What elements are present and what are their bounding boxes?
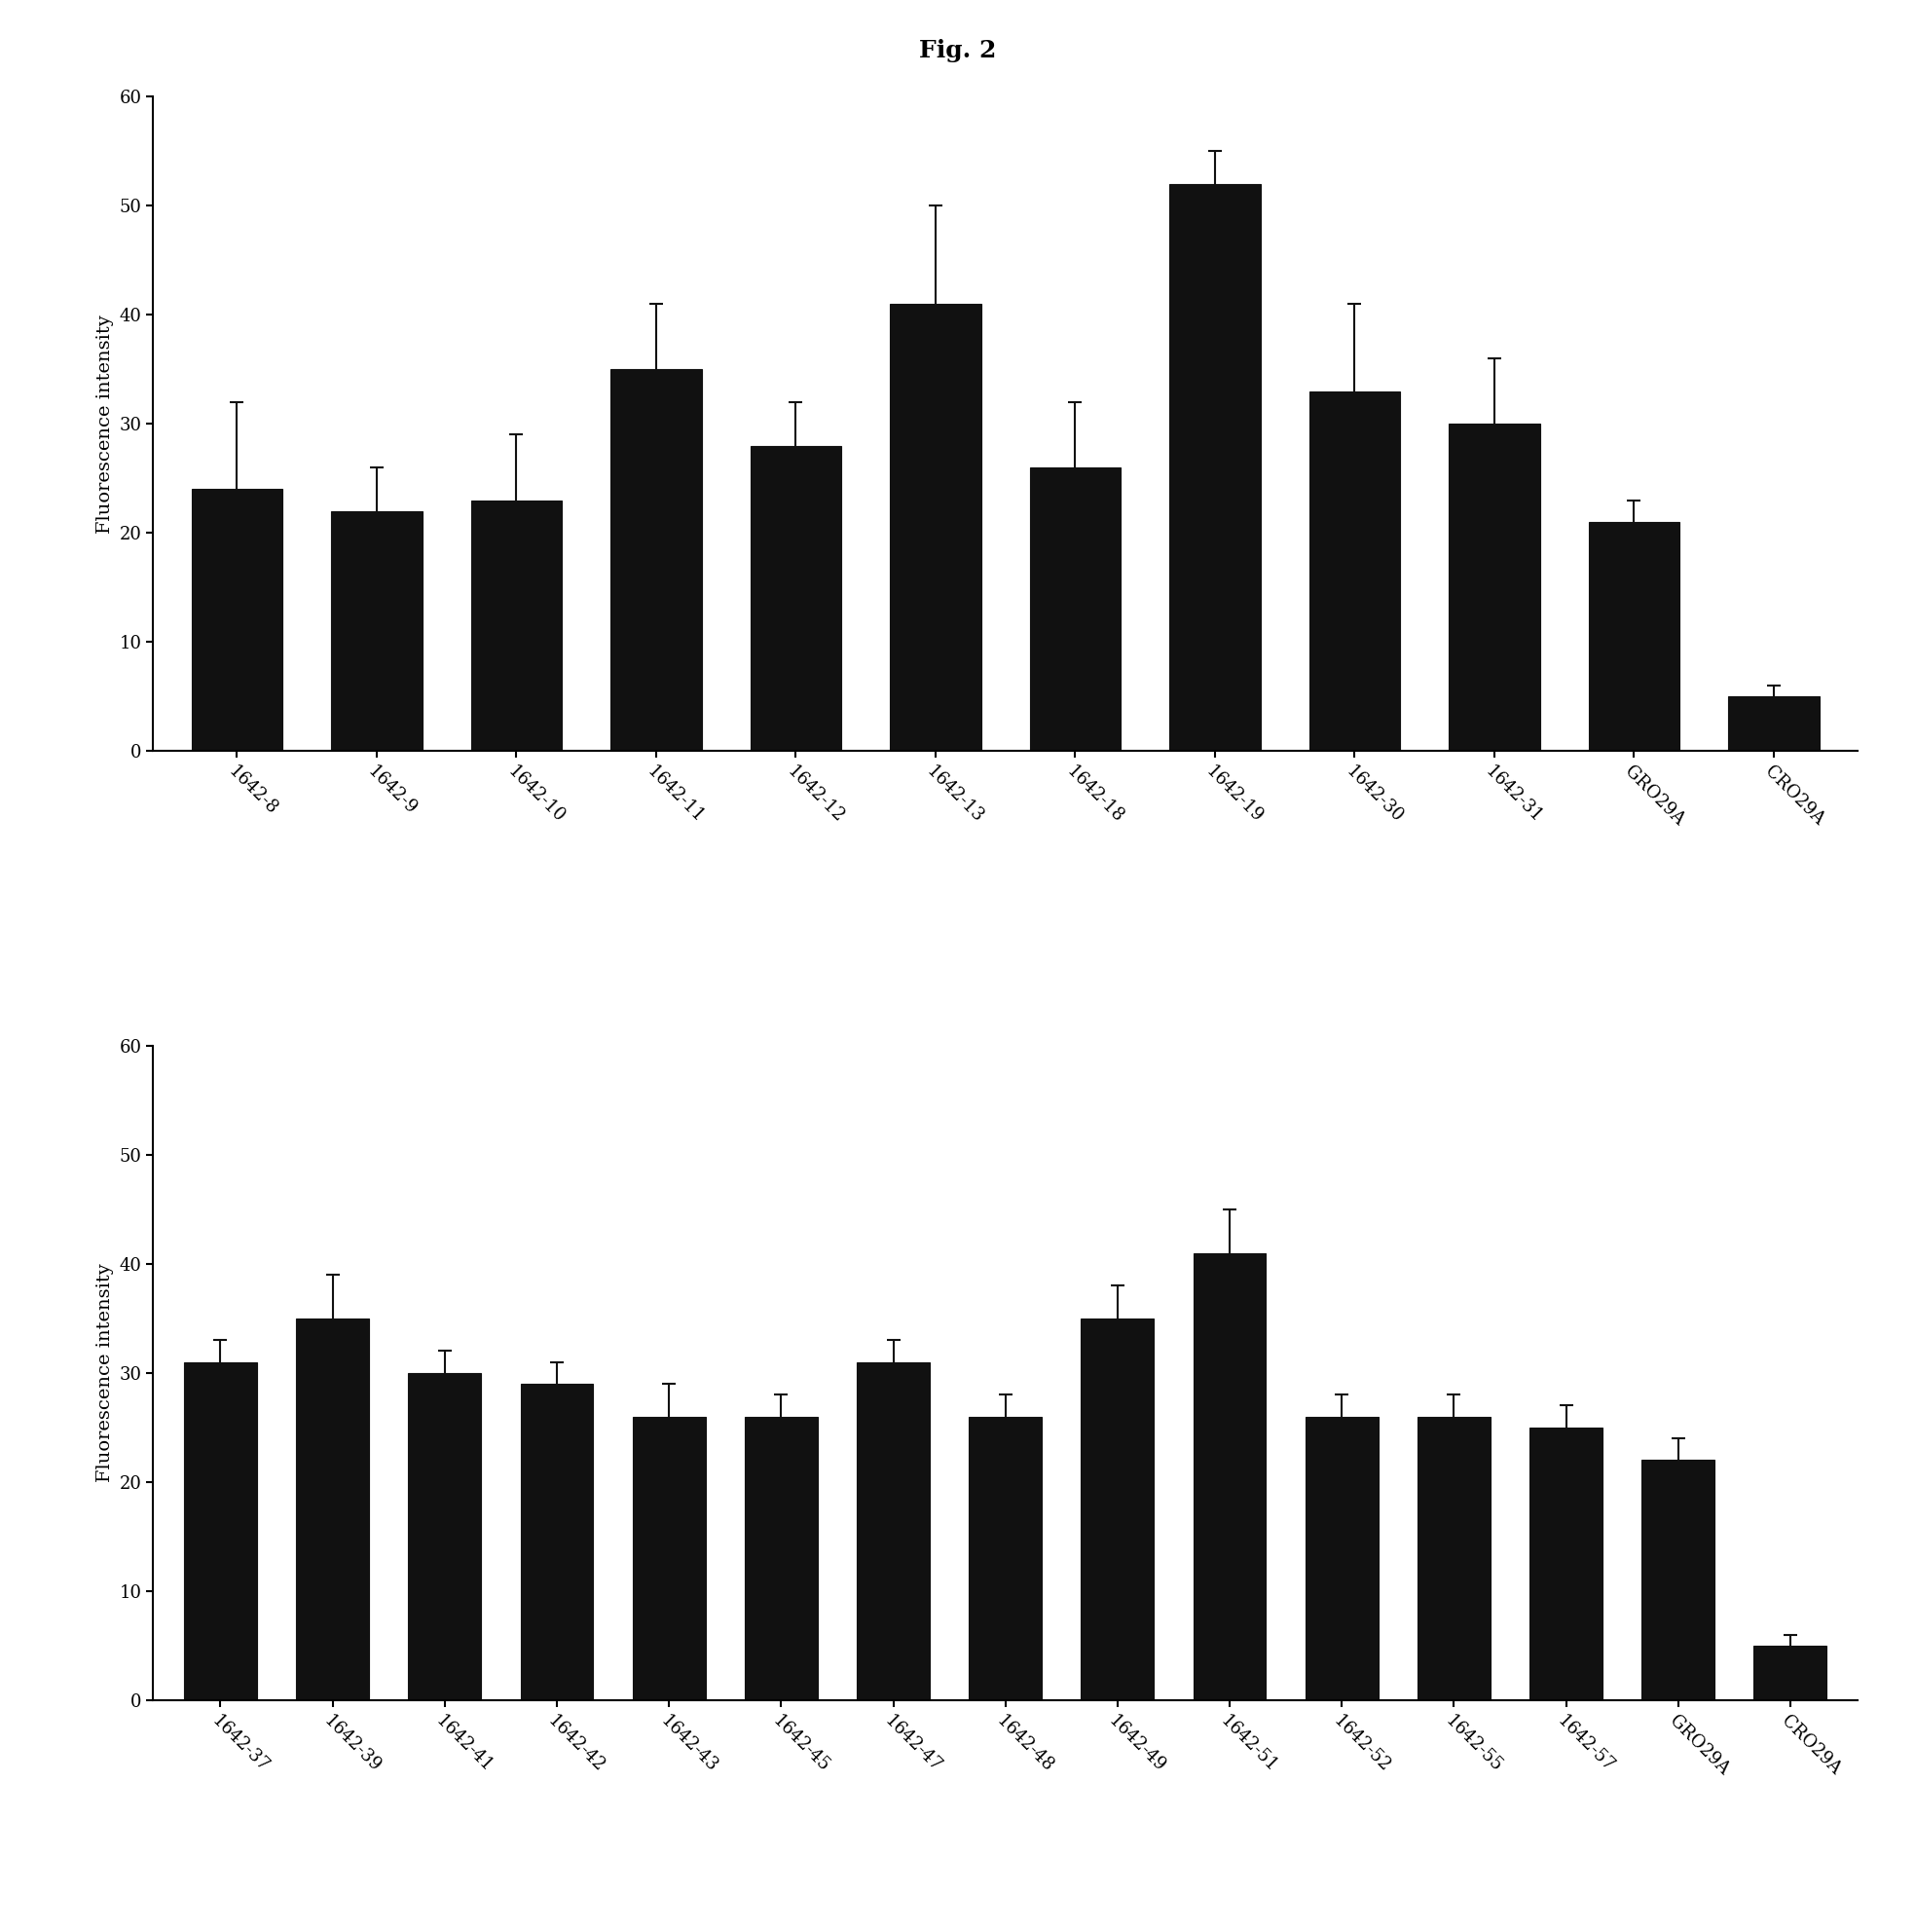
- Bar: [1729, 697, 1819, 752]
- Bar: [632, 1416, 705, 1700]
- Bar: [745, 1416, 818, 1700]
- Bar: [192, 489, 282, 752]
- Bar: [856, 1362, 929, 1700]
- Bar: [1450, 423, 1540, 752]
- Bar: [1754, 1646, 1827, 1700]
- Bar: [890, 303, 980, 752]
- Bar: [1589, 522, 1679, 752]
- Bar: [331, 512, 421, 752]
- Bar: [1193, 1254, 1266, 1700]
- Bar: [751, 446, 841, 752]
- Y-axis label: Fluorescence intensity: Fluorescence intensity: [96, 315, 113, 533]
- Bar: [1417, 1416, 1490, 1700]
- Text: Fig. 2: Fig. 2: [919, 39, 996, 62]
- Bar: [408, 1374, 481, 1700]
- Bar: [521, 1383, 594, 1700]
- Bar: [1170, 184, 1260, 752]
- Bar: [1306, 1416, 1379, 1700]
- Bar: [1641, 1461, 1714, 1700]
- Bar: [1082, 1318, 1155, 1700]
- Bar: [184, 1362, 257, 1700]
- Bar: [471, 500, 561, 752]
- Bar: [1030, 468, 1120, 752]
- Y-axis label: Fluorescence intensity: Fluorescence intensity: [96, 1264, 113, 1482]
- Bar: [969, 1416, 1042, 1700]
- Bar: [1530, 1428, 1603, 1700]
- Bar: [611, 369, 701, 752]
- Bar: [1310, 390, 1400, 752]
- Bar: [297, 1318, 370, 1700]
